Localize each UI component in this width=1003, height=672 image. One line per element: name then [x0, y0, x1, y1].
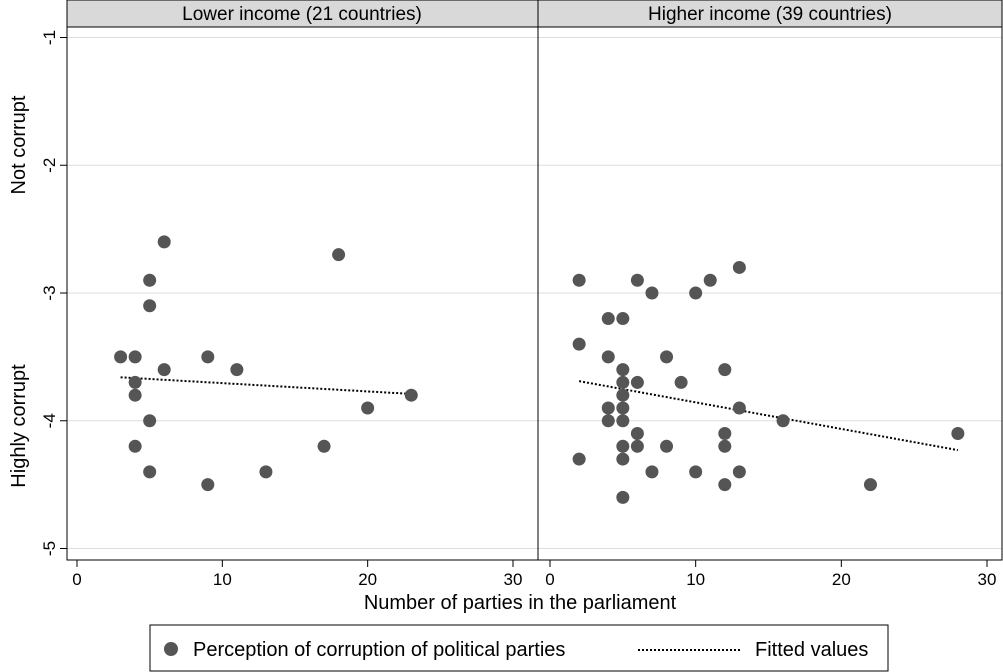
axis-ticks: 0 10 20 30 0 10 20 30 -1 -2 -3 -4 -5 [40, 27, 1002, 589]
data-point [143, 414, 157, 428]
legend-box [149, 624, 889, 672]
data-point [128, 375, 142, 389]
data-point [201, 478, 215, 492]
y-tick-label: -1 [40, 30, 59, 45]
data-points [114, 235, 965, 504]
data-point [616, 401, 630, 415]
data-point [703, 273, 717, 287]
x-axis-title: Number of parties in the parliament [364, 592, 677, 614]
data-point [660, 350, 674, 364]
data-point [157, 363, 171, 377]
data-point [718, 363, 732, 377]
x-tick-label: 10 [686, 570, 705, 589]
data-point [660, 439, 674, 453]
data-point [776, 414, 790, 428]
data-point [718, 427, 732, 441]
data-point [863, 478, 877, 492]
data-point [259, 465, 273, 479]
data-point [230, 363, 244, 377]
data-point [128, 388, 142, 402]
data-point [114, 350, 128, 364]
y-axis-title-bottom: Highly corrupt [8, 364, 30, 488]
fitted-line [578, 380, 959, 452]
x-tick-label: 20 [832, 570, 851, 589]
data-point [404, 388, 418, 402]
y-tick-label: -2 [40, 158, 59, 173]
panel-header-left [66, 0, 539, 28]
data-point [951, 427, 965, 441]
legend: Perception of corruption of political pa… [149, 624, 889, 672]
data-point [601, 350, 615, 364]
data-point [616, 490, 630, 504]
data-point [732, 401, 746, 415]
data-point [732, 465, 746, 479]
x-tick-label: 30 [978, 570, 997, 589]
data-point [732, 260, 746, 274]
data-point [718, 439, 732, 453]
data-point [332, 248, 346, 262]
fitted-lines [120, 376, 959, 452]
x-tick-label: 10 [213, 570, 232, 589]
data-point [645, 465, 659, 479]
legend-marker [164, 642, 178, 656]
data-point [601, 414, 615, 428]
data-point [630, 375, 644, 389]
panel-title-right: Higher income (39 countries) [648, 4, 892, 25]
y-axis-title-top: Not corrupt [8, 95, 30, 194]
gridlines [67, 37, 1002, 549]
data-point [361, 401, 375, 415]
data-point [143, 299, 157, 313]
data-point [572, 273, 586, 287]
data-point [616, 312, 630, 326]
data-point [601, 401, 615, 415]
x-tick-label: 20 [358, 570, 377, 589]
legend-fit-label: Fitted values [755, 639, 868, 661]
data-point [689, 465, 703, 479]
data-point [317, 439, 331, 453]
data-point [718, 478, 732, 492]
y-tick-label: -3 [40, 285, 59, 300]
data-point [616, 388, 630, 402]
data-point [616, 439, 630, 453]
data-point [616, 363, 630, 377]
data-point [601, 312, 615, 326]
data-point [128, 439, 142, 453]
x-tick-label: 0 [545, 570, 554, 589]
fitted-line [120, 376, 412, 395]
data-point [689, 286, 703, 300]
data-point [630, 427, 644, 441]
data-point [572, 337, 586, 351]
data-point [616, 375, 630, 389]
data-point [128, 350, 142, 364]
data-point [157, 235, 171, 249]
data-point [572, 452, 586, 466]
data-point [201, 350, 215, 364]
legend-series-label: Perception of corruption of political pa… [193, 639, 565, 661]
data-point [143, 273, 157, 287]
data-point [143, 465, 157, 479]
x-tick-label: 30 [504, 570, 523, 589]
panel-header-right [537, 0, 1003, 28]
x-tick-label: 0 [72, 570, 81, 589]
data-point [630, 439, 644, 453]
y-tick-label: -5 [40, 541, 59, 556]
data-point [645, 286, 659, 300]
data-point [616, 452, 630, 466]
data-point [630, 273, 644, 287]
data-point [616, 414, 630, 428]
panel-title-left: Lower income (21 countries) [182, 4, 422, 25]
data-point [674, 375, 688, 389]
y-tick-label: -4 [40, 413, 59, 428]
